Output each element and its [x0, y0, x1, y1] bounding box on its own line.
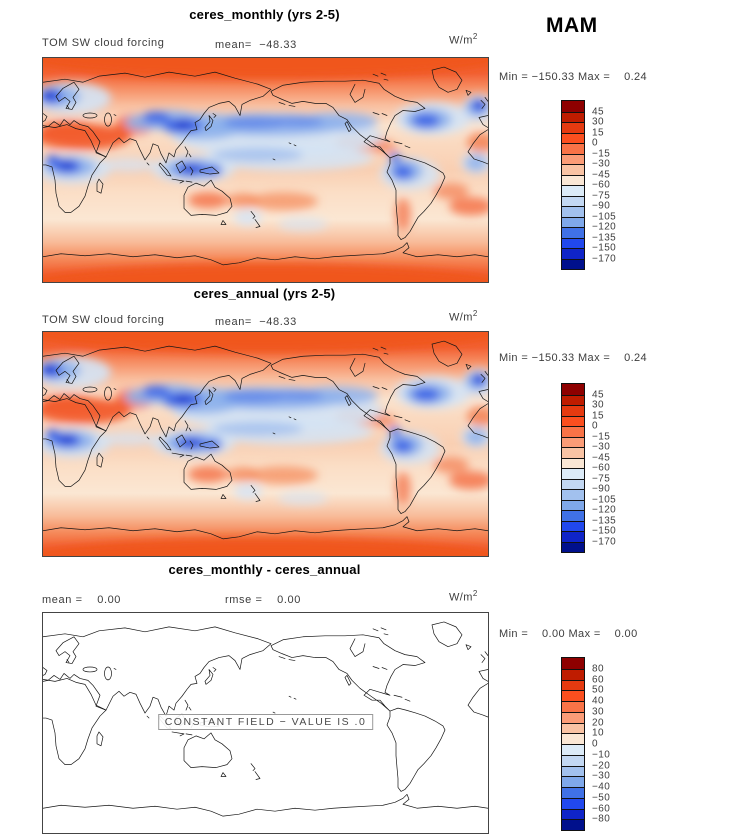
panel2-colorbar: 45 30 15 0 −15 −30 −45 −60 −75 −90 −105 −120 −135 −15…	[561, 383, 681, 553]
panel3-world-map: CONSTANT FIELD − VALUE IS .0	[42, 612, 489, 834]
panel1-variable-label: TOM SW cloud forcing	[42, 37, 165, 49]
panel2-units-label: W/m2	[449, 309, 478, 324]
panel1-world-map	[42, 57, 489, 283]
panel1-minmax-stats: Min = −150.33 Max = 0.24	[499, 71, 648, 83]
panel3-mean-value: mean = 0.00	[42, 594, 122, 606]
panel2-mean-value: mean= −48.33	[215, 316, 297, 328]
panel2-colorbar-bar	[561, 383, 585, 553]
panel1-mean-value: mean= −48.33	[215, 39, 297, 51]
season-header: MAM	[546, 14, 598, 37]
panel2-world-map	[42, 331, 489, 557]
panel1-units-label: W/m2	[449, 32, 478, 47]
panel3-colorbar: 80 60 50 40 30 20 10 0 −10 −20 −30 −40 −50 −60 −80	[561, 657, 681, 831]
panel1-colorbar: 45 30 15 0 −15 −30 −45 −60 −75 −90 −105 −120 −135 −15…	[561, 100, 681, 270]
panel3-minmax-stats: Min = 0.00 Max = 0.00	[499, 628, 638, 640]
panel2-title: ceres_annual (yrs 2-5)	[193, 286, 336, 301]
panel1-title: ceres_monthly (yrs 2-5)	[189, 7, 340, 22]
panel3-title: ceres_monthly - ceres_annual	[168, 562, 361, 577]
panel1-colorbar-bar	[561, 100, 585, 270]
panel2-variable-label: TOM SW cloud forcing	[42, 314, 165, 326]
constant-field-note: CONSTANT FIELD − VALUE IS .0	[157, 714, 374, 730]
panel3-colorbar-bar	[561, 657, 585, 831]
panel3-units-label: W/m2	[449, 589, 478, 604]
panel3-rmse-value: rmse = 0.00	[225, 594, 301, 606]
panel2-minmax-stats: Min = −150.33 Max = 0.24	[499, 352, 648, 364]
